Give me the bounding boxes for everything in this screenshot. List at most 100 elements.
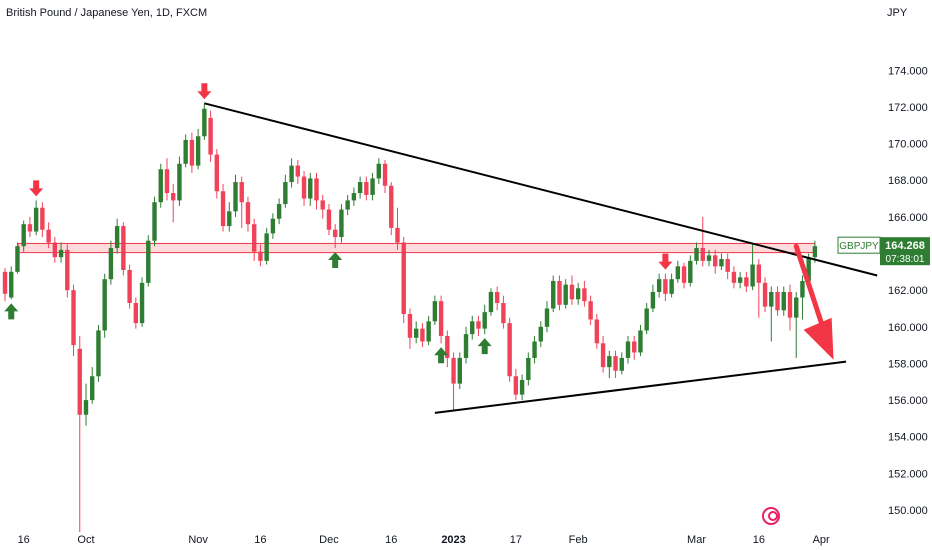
candle-body — [781, 291, 786, 311]
time-axis[interactable]: 16 Oct Nov 16 Dec 16 2023 17 Feb Mar 16 Apr — [18, 534, 830, 546]
candle-body — [750, 264, 755, 287]
candle-body — [127, 270, 132, 303]
candle-body — [2, 271, 8, 294]
candle-body — [413, 328, 419, 338]
red-down-arrow-icon — [658, 253, 673, 270]
time-tick-label: 16 — [254, 534, 266, 546]
candle-body — [719, 259, 724, 267]
candle-body — [202, 108, 207, 137]
candle-body — [407, 313, 413, 338]
candle-body — [538, 326, 543, 342]
candle-body — [27, 224, 33, 232]
price-tag-box — [880, 237, 930, 266]
price-tick-label: 152.000 — [888, 468, 928, 480]
candle-body — [252, 224, 257, 252]
candle-body — [146, 240, 151, 283]
tradingview-logo-icon — [762, 507, 780, 525]
descending-trendline — [204, 102, 878, 277]
candle-body — [756, 264, 762, 283]
candle-body — [357, 182, 363, 194]
green-up-arrow-icon — [434, 347, 449, 364]
price-axis[interactable]: 174.000172.000170.000168.000166.000164.0… — [888, 65, 928, 517]
candle-body — [632, 341, 637, 353]
candle-body — [65, 249, 70, 291]
candle-body — [762, 282, 768, 307]
candle-body — [345, 200, 350, 210]
time-tick-label: Oct — [77, 534, 94, 546]
currency-label: JPY — [887, 7, 908, 19]
candle-body — [812, 246, 818, 258]
candle-body — [102, 279, 107, 331]
candle-body — [114, 226, 120, 249]
candle-body — [457, 357, 462, 384]
candle-body — [33, 207, 39, 232]
candle-body — [476, 321, 481, 329]
candle-body — [494, 291, 500, 303]
price-tick-label: 158.000 — [888, 358, 928, 370]
candle-body — [563, 284, 568, 305]
candle-body — [769, 291, 774, 307]
green-up-arrow-icon — [328, 252, 343, 269]
candle-body — [688, 260, 693, 283]
price-tick-label: 172.000 — [888, 102, 928, 114]
candle-body — [58, 249, 64, 258]
candle-body — [90, 376, 95, 401]
candle-body — [507, 323, 512, 377]
candle-body — [96, 330, 101, 377]
ascending-trendline — [434, 360, 847, 414]
candle-body — [227, 211, 232, 227]
candle-body — [575, 288, 581, 300]
candle-body — [787, 291, 793, 318]
time-tick-label: 17 — [510, 534, 522, 546]
price-tick-label: 156.000 — [888, 395, 928, 407]
candle-body — [258, 251, 263, 261]
candle-body — [21, 224, 26, 247]
candle-body — [46, 229, 51, 243]
candle-body — [451, 357, 456, 384]
candle-body — [395, 227, 400, 243]
candle-body — [332, 229, 338, 238]
candle-body — [289, 165, 294, 183]
candle-body — [794, 297, 799, 318]
candle-body — [382, 163, 388, 186]
countdown-label: 07:38:01 — [886, 254, 925, 265]
candle-body — [438, 301, 444, 336]
projection-arrow-head-icon — [803, 317, 834, 360]
candle-body — [725, 259, 730, 272]
candle-body — [513, 376, 519, 395]
candle-body — [426, 321, 431, 342]
candle-body — [308, 178, 313, 199]
candle-body — [463, 334, 469, 358]
time-tick-label: Dec — [319, 534, 339, 546]
candle-body — [656, 279, 662, 292]
candle-body — [501, 302, 506, 324]
candle-body — [737, 277, 743, 283]
candle-body — [121, 226, 126, 271]
price-tick-label: 174.000 — [888, 65, 928, 77]
price-tick-label: 154.000 — [888, 432, 928, 444]
candle-body — [40, 207, 45, 230]
candle-body — [139, 282, 145, 324]
candle-body — [669, 279, 674, 294]
candle-body — [245, 202, 251, 225]
price-tick-label: 168.000 — [888, 175, 928, 187]
candle-body — [164, 169, 170, 194]
candle-body — [276, 204, 282, 219]
candle-body — [314, 178, 319, 201]
time-tick-label: Mar — [687, 534, 706, 546]
candle-body — [133, 302, 139, 324]
candle-body — [239, 182, 244, 203]
candle-body — [108, 248, 114, 280]
candle-body — [482, 312, 487, 329]
candle-body — [713, 255, 718, 267]
green-up-arrow-icon — [4, 303, 19, 320]
candle-body — [638, 330, 643, 353]
candle-body — [214, 154, 220, 192]
candle-body — [681, 266, 687, 283]
candle-body — [15, 246, 20, 272]
candle-body — [320, 200, 325, 210]
candle-body — [775, 291, 780, 311]
logo-ring — [762, 507, 780, 525]
candle-body — [650, 291, 656, 309]
